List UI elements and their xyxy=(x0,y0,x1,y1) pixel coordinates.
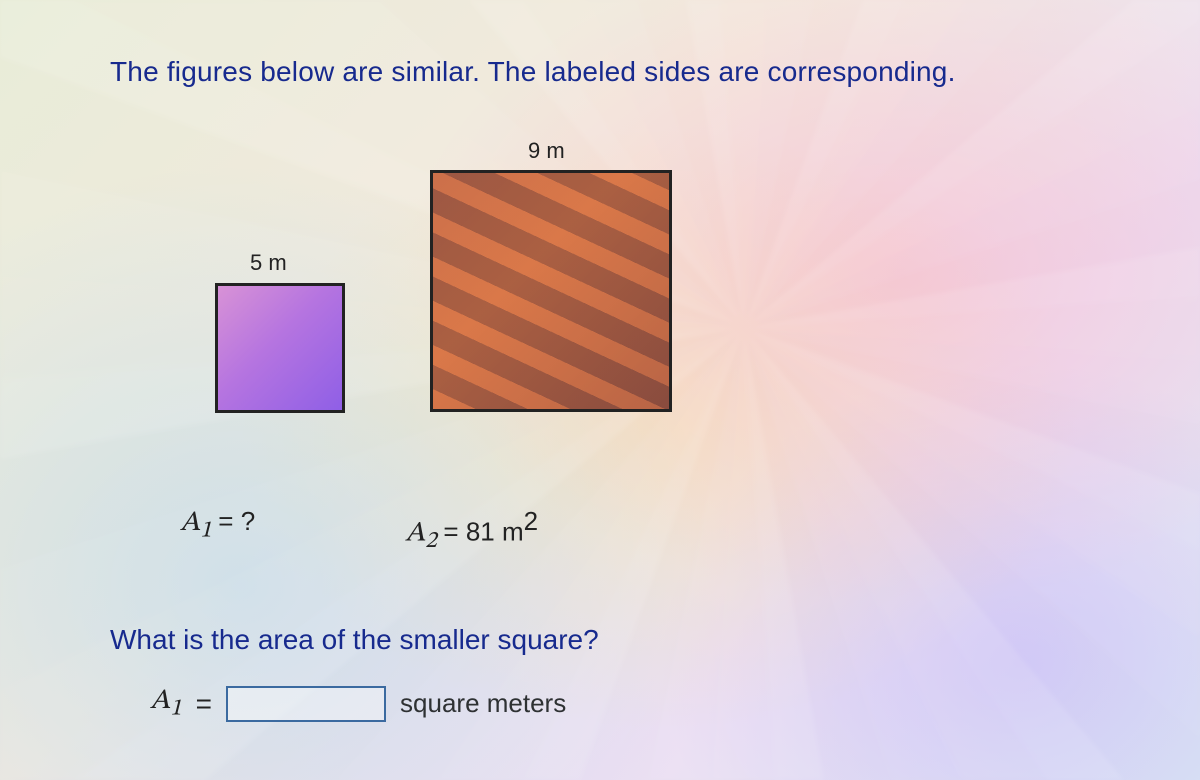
large-square xyxy=(430,170,672,412)
answer-line: A1 = square meters xyxy=(110,684,1100,724)
answer-unit: square meters xyxy=(400,688,566,719)
area-labels-row: A1 = ? A2 = 81 m2 xyxy=(110,506,1100,556)
answer-input[interactable] xyxy=(226,686,386,722)
large-square-side-label: 9 m xyxy=(528,138,565,164)
follow-up-question: What is the area of the smaller square? xyxy=(110,624,1100,656)
area-2-label: A2 = 81 m2 xyxy=(405,506,538,556)
equals-sign: = xyxy=(196,688,212,720)
answer-variable: A1 xyxy=(150,684,182,724)
small-square xyxy=(215,283,345,413)
area-1-label: A1 = ? xyxy=(180,506,255,556)
problem-statement: The figures below are similar. The label… xyxy=(110,56,1100,88)
figures-area: 5 m 9 m xyxy=(110,128,1100,488)
small-square-side-label: 5 m xyxy=(250,250,287,276)
